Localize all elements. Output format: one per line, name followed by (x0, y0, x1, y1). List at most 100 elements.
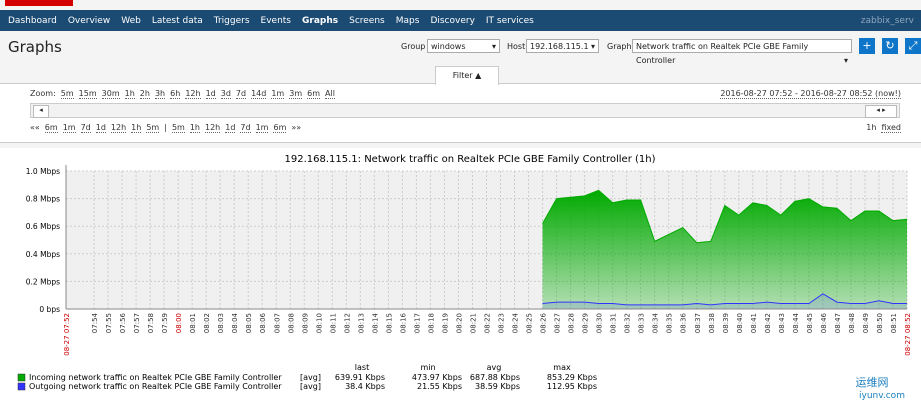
x-tick-label: 08:42 (764, 313, 772, 333)
x-tick-label: 07:57 (133, 313, 141, 333)
x-tick-label: 08:11 (329, 313, 337, 333)
nav-forward[interactable]: »» (291, 123, 302, 132)
scroll-left[interactable]: ◂ (33, 105, 49, 118)
zoom-option[interactable]: 3d (220, 89, 231, 99)
scrollbar[interactable]: ◂ ◂ ▸ (30, 103, 900, 118)
zoom-option[interactable]: 6h (170, 89, 181, 99)
zoom-option[interactable]: 12h (185, 89, 201, 99)
fullscreen-button[interactable]: ⤢ (905, 38, 921, 54)
x-tick-label: 08:37 (694, 313, 702, 333)
x-tick-label: 08:31 (610, 313, 618, 333)
nav-item[interactable]: Events (260, 15, 291, 26)
nav-item[interactable]: Graphs (302, 15, 339, 26)
nav-back[interactable]: «« (30, 123, 40, 132)
x-tick-label: 07:55 (105, 313, 113, 333)
zoom-option[interactable]: 14d (251, 89, 267, 99)
filter-panel: Zoom: 5m 15m 30m 1h 2h 3h 6h 12h 1d 3d 7d 14d 1m 3m 6m A… (0, 83, 921, 143)
length-row: 1h fixed (866, 123, 901, 133)
filter-tab[interactable]: Filter ▲ (435, 66, 499, 85)
x-tick-label: 08:32 (624, 313, 632, 333)
x-tick-label: 08:13 (357, 313, 365, 333)
fixed[interactable]: fixed (881, 123, 901, 133)
x-tick-label: 08:14 (371, 312, 379, 333)
group-select[interactable]: windows (427, 39, 500, 54)
nav-right[interactable]: 7d (240, 123, 251, 133)
nav-left[interactable]: 5m (146, 123, 160, 133)
zoom-option[interactable]: 7d (235, 89, 247, 99)
nav-left[interactable]: 6m (44, 123, 58, 133)
x-tick-label: 07:56 (119, 312, 127, 333)
nav-bar: Dashboard Overview Web Latest data Triggers E… (0, 10, 921, 31)
x-tick-label: 08:51 (890, 313, 898, 333)
x-tick-label: 08:01 (189, 313, 197, 333)
y-tick-label: 0.2 Mbps (26, 277, 60, 286)
nav-right[interactable]: 6m (273, 123, 287, 133)
nav-left[interactable]: 12h (110, 123, 127, 133)
nav-item[interactable]: Web (121, 15, 141, 26)
host-select[interactable]: 192.168.115.1 (526, 39, 599, 54)
x-tick-label: 08:04 (231, 312, 239, 333)
legend-value: 473.97 Kbps (412, 373, 462, 382)
x-tick-label: 08:10 (315, 313, 323, 333)
scroll-right[interactable]: ◂ ▸ (865, 105, 897, 118)
nav-right[interactable]: 12h (205, 123, 221, 133)
watermark-name: 运维网 (856, 376, 889, 389)
x-tick-label: 08:16 (399, 312, 407, 333)
nav-item[interactable]: Overview (67, 15, 111, 26)
x-tick-label: 08:15 (385, 313, 393, 333)
chart-title: 192.168.115.1: Network traffic on Realte… (284, 154, 655, 165)
y-tick-label: 0.8 Mbps (26, 195, 60, 204)
y-tick-label: 0.4 Mbps (26, 250, 60, 259)
nav-left[interactable]: 1h (131, 123, 142, 133)
zoom-option[interactable]: 30m (101, 89, 120, 99)
nav-item[interactable]: Maps (395, 15, 420, 26)
nav-item[interactable]: Discovery (430, 15, 475, 26)
zoom-option[interactable]: 1m (271, 89, 285, 99)
x-tick-label: 08:29 (582, 313, 590, 333)
nav-item[interactable]: Triggers (213, 15, 250, 26)
zoom-option[interactable]: 3m (289, 89, 303, 99)
period-text[interactable]: 2016-08-27 07:52 - 2016-08-27 08:52 (now… (720, 89, 901, 99)
nav-item[interactable]: Latest data (151, 15, 203, 26)
legend-header: avg (487, 363, 502, 372)
x-tick-label: 07:54 (91, 312, 99, 333)
legend-header: last (355, 363, 369, 372)
add-button[interactable]: + (859, 38, 875, 54)
x-tick-label: 08:35 (666, 313, 674, 333)
nav-item[interactable]: Screens (349, 15, 385, 26)
legend-swatch (17, 373, 26, 382)
series-line (542, 189, 908, 244)
zoom-option[interactable]: 6m (307, 89, 321, 99)
zoom-option[interactable]: 1d (205, 89, 216, 99)
x-tick-label: 08:47 (834, 313, 842, 333)
x-tick-label: 08:20 (455, 313, 463, 333)
nav-left[interactable]: 1m (62, 123, 76, 133)
graph-label: Graph (607, 42, 632, 51)
nav-item[interactable]: IT services (485, 15, 534, 26)
nav-right[interactable]: 5m (171, 123, 185, 133)
zoom-option[interactable]: 2h (139, 89, 150, 99)
nav-right[interactable]: 1h (189, 123, 200, 133)
x-tick-label: 08:28 (568, 313, 576, 333)
nav-right[interactable]: 1m (255, 123, 269, 133)
nav-item[interactable]: Dashboard (8, 15, 57, 26)
zoom-option[interactable]: 1h (124, 89, 135, 99)
zoom-option[interactable]: 3h (154, 89, 166, 99)
zoom-option[interactable]: 15m (78, 89, 97, 99)
zoom-option[interactable]: 5m (60, 89, 74, 99)
legend-value: 38.59 Kbps (475, 382, 520, 391)
x-tick-label: 08:43 (778, 313, 786, 333)
watermark-site: iyunv.com (859, 391, 905, 400)
legend-value: 112.95 Kbps (547, 382, 597, 391)
x-tick-label: 08-27 07:52 (63, 313, 71, 356)
graph-select[interactable]: Network traffic on Realtek PCIe GBE Fami… (632, 39, 852, 68)
user[interactable]: zabbix_serv (860, 15, 914, 26)
nav-left[interactable]: 7d (80, 123, 91, 133)
nav-right[interactable]: 1d (225, 123, 236, 133)
zoom-option[interactable]: All (325, 89, 335, 99)
nav-left[interactable]: 1d (95, 123, 106, 133)
legend-function: [avg] (300, 382, 321, 391)
legend-value: 21.55 Kbps (417, 382, 462, 391)
refresh-button[interactable]: ↻ (882, 38, 898, 54)
